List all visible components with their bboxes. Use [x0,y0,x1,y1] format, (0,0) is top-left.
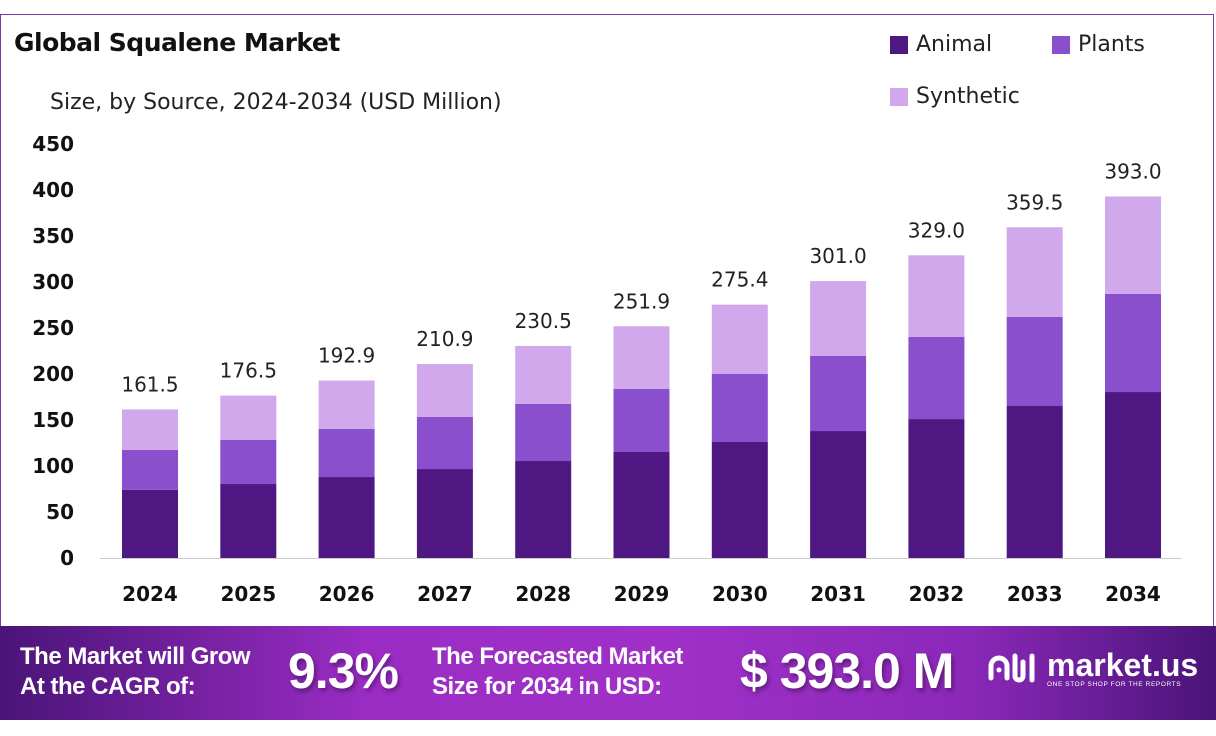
y-tick-label: 250 [32,316,74,340]
legend-swatch-plants [1052,35,1070,54]
logo-name: market.us [1047,646,1199,683]
y-tick-label: 50 [46,500,74,524]
bar-synthetic-2026 [318,380,375,430]
bar-animal-2028 [515,461,572,558]
market-us-logo: market.us ONE STOP SHOP FOR THE REPORTS [985,648,1198,688]
bar-animal-2025 [220,484,277,558]
forecast-label: The Forecasted Market Size for 2034 in U… [432,642,683,702]
y-tick-label: 0 [60,546,74,570]
bar-plants-2026 [318,429,375,478]
forecast-label-line1: The Forecasted Market [432,643,683,670]
cagr-label-line1: The Market will Grow [20,643,251,670]
bar-synthetic-2027 [416,363,473,417]
bar-synthetic-2024 [122,409,178,450]
total-label-2027: 210.9 [416,327,473,351]
bar-synthetic-2025 [220,395,277,440]
legend-swatch-animal [890,35,908,54]
cagr-value: 9.3% [288,643,399,699]
bar-synthetic-2030 [711,304,768,374]
total-label-2032: 329.0 [908,218,965,242]
total-label-2031: 301.0 [809,244,866,268]
total-label-2028: 230.5 [515,309,572,333]
bar-synthetic-2034 [1105,196,1161,294]
bar-plants-2033 [1006,316,1063,407]
chart-title: Global Squalene Market [14,28,340,57]
x-tick-label: 2031 [810,582,866,606]
legend-item-synthetic: Synthetic [890,84,1020,109]
bar-plants-2029 [613,388,670,453]
total-label-2026: 192.9 [318,344,375,368]
x-tick-label: 2033 [1007,582,1063,606]
x-tick-label: 2028 [515,582,571,606]
x-tick-label: 2030 [712,582,768,606]
total-label-2024: 161.5 [121,372,178,396]
total-label-2030: 275.4 [711,268,768,292]
bar-plants-2027 [416,416,473,470]
bar-plants-2025 [220,439,277,485]
x-tick-label: 2032 [909,582,965,606]
x-tick-label: 2029 [614,582,670,606]
bar-animal-2030 [711,441,768,558]
cagr-label-line2: At the CAGR of: [20,673,196,700]
total-label-2025: 176.5 [220,359,277,383]
bar-animal-2029 [613,452,670,558]
x-tick-label: 2034 [1105,582,1161,606]
legend-label-animal: Animal [916,32,993,57]
bar-animal-2034 [1105,392,1161,558]
bar-animal-2027 [416,469,473,558]
forecast-value: $ 393.0 M [740,643,954,699]
bar-animal-2032 [908,419,965,558]
chart-plot: 0 50 100 150 200 250 300 350 400 450 161.5 2024 176.… [32,132,1182,606]
y-tick-label: 150 [32,408,74,432]
x-tick-label: 2026 [319,582,375,606]
cagr-label: The Market will Grow At the CAGR of: [20,642,251,702]
total-label-2033: 359.5 [1006,190,1063,214]
logo-tagline: ONE STOP SHOP FOR THE REPORTS [1047,680,1182,688]
y-tick-label: 200 [32,362,74,386]
bar-plants-2034 [1105,293,1161,393]
bar-animal-2024 [122,489,178,558]
bar-plants-2028 [515,403,572,462]
summary-banner: The Market will Grow At the CAGR of: 9.3… [0,626,1216,720]
bar-animal-2033 [1006,406,1063,558]
logo-mark-icon [988,653,1035,683]
y-tick-label: 100 [32,454,74,478]
x-tick-label: 2027 [417,582,473,606]
bar-synthetic-2032 [908,255,965,338]
bar-plants-2030 [711,374,768,442]
bar-synthetic-2029 [613,326,670,389]
y-tick-label: 450 [32,132,74,156]
x-tick-label: 2024 [122,582,178,606]
x-tick-label: 2025 [220,582,276,606]
bar-plants-2024 [122,449,178,490]
total-label-2034: 393.0 [1104,159,1161,183]
legend-item-animal: Animal [890,32,992,57]
legend-label-synthetic: Synthetic [916,84,1020,109]
chart-subtitle: Size, by Source, 2024-2034 (USD Million) [50,90,502,115]
y-tick-label: 300 [32,270,74,294]
bar-synthetic-2031 [810,281,867,356]
bar-animal-2031 [810,431,867,558]
bar-animal-2026 [318,477,375,558]
forecast-label-line2: Size for 2034 in USD: [432,673,662,700]
y-tick-label: 400 [32,178,74,202]
bar-plants-2032 [908,337,965,420]
total-label-2029: 251.9 [613,289,670,313]
bar-synthetic-2033 [1006,227,1063,317]
bar-synthetic-2028 [515,345,572,404]
y-tick-label: 350 [32,224,74,248]
legend-swatch-synthetic [890,87,908,106]
legend-label-plants: Plants [1078,32,1145,57]
bar-plants-2031 [810,355,867,432]
legend-item-plants: Plants [1052,32,1145,57]
